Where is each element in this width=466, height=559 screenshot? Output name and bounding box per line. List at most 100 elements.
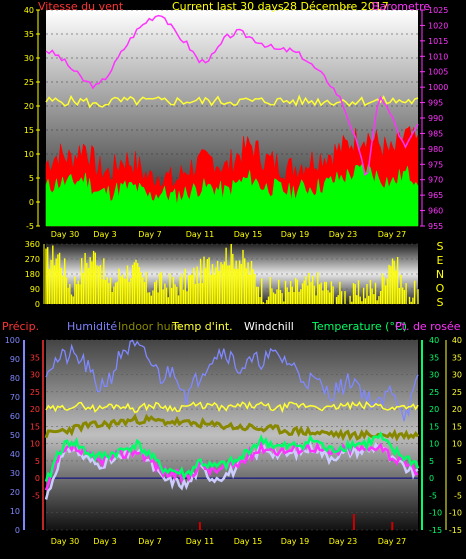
y-tick-label-pct: 20 <box>10 488 20 497</box>
y-tick-label-right: 1025 <box>428 6 448 15</box>
compass-letter: E <box>437 254 444 267</box>
x-tick-label: Day 11 <box>186 230 215 239</box>
y-tick-label-pct: 0 <box>15 526 20 535</box>
y-tick-label-right-green: 15 <box>429 422 439 431</box>
y-tick-label-right-green: 5 <box>429 457 434 466</box>
y-tick-label-temp: 10 <box>30 440 40 449</box>
y-tick-label-right: 995 <box>428 99 443 108</box>
y-tick-label-left: 25 <box>24 78 34 87</box>
y-tick-label-temp: -5 <box>32 491 40 500</box>
wind-barometer-panel: 40 35 30 25 20 15 10 5 0 -5 1025 1020 1015 1010 1005 10… <box>24 0 449 239</box>
x-tick-label: Day 7 <box>138 537 161 546</box>
y-tick-label-right-yellow: 10 <box>452 440 462 449</box>
y-tick-label-right-yellow: -10 <box>449 509 462 518</box>
y-tick-label-temp: 25 <box>30 388 40 397</box>
legend-dew-point: Pt. de rosée <box>395 320 461 333</box>
y-tick-label-left: 30 <box>24 54 34 63</box>
y-tick-label-right-green: 20 <box>429 405 439 414</box>
y-tick-label-temp: 30 <box>30 371 40 380</box>
y-tick-label-left: 10 <box>24 150 34 159</box>
legend-precip: Précip. <box>2 320 39 333</box>
y-tick-label-pct: 80 <box>10 374 20 383</box>
y-tick-label-right-green: -15 <box>429 526 442 535</box>
x-tick-label: Day 19 <box>281 537 310 546</box>
y-tick-label-right: 960 <box>428 207 443 216</box>
y-tick-label-left: 40 <box>24 6 34 15</box>
y-tick-label-right: 990 <box>428 114 443 123</box>
y-tick-label-pct: 10 <box>10 507 20 516</box>
compass-letter: N <box>436 268 444 281</box>
y-tick-label-left: 35 <box>24 30 34 39</box>
legend-indoor-hum: Indoor hum <box>118 320 181 333</box>
y-tick-label-left: 270 <box>25 255 40 264</box>
legend-indoor-temp: Temp d'int. <box>171 320 233 333</box>
y-tick-label-right-yellow: 35 <box>452 353 462 362</box>
y-tick-label-pct: 40 <box>10 450 20 459</box>
y-tick-label-left: 20 <box>24 102 34 111</box>
compass-letter: S <box>437 240 444 253</box>
y-tick-label-left: 5 <box>29 174 34 183</box>
series-temperature <box>44 431 420 482</box>
y-tick-label-pct: 100 <box>5 336 20 345</box>
y-tick-label-right-yellow: 0 <box>457 474 462 483</box>
y-tick-label-temp: 15 <box>30 422 40 431</box>
y-tick-label-right: 1010 <box>428 52 448 61</box>
x-tick-label: Day 30 <box>51 537 80 546</box>
series-humidity <box>45 339 419 422</box>
y-tick-label-temp: 5 <box>35 457 40 466</box>
x-tick-label: Day 3 <box>93 230 116 239</box>
y-tick-label-right-green: 10 <box>429 440 439 449</box>
x-tick-label: Day 15 <box>234 537 263 546</box>
compass-letter: S <box>437 296 444 309</box>
x-tick-label: Day 27 <box>378 537 407 546</box>
chart-title: Current last 30 days <box>172 0 284 13</box>
x-tick-label: Day 11 <box>186 537 215 546</box>
barometer-axis-label: Barometre <box>372 0 430 13</box>
compass-letter: O <box>436 282 445 295</box>
y-tick-label-right-yellow: -5 <box>454 491 462 500</box>
y-tick-label-right-yellow: -15 <box>449 526 462 535</box>
y-tick-label-right: 1015 <box>428 37 448 46</box>
y-tick-label-temp: 20 <box>30 405 40 414</box>
y-tick-label-left: 90 <box>30 285 40 294</box>
legend-temperature: Temperature (°C) <box>311 320 407 333</box>
series-indoor-hum <box>44 413 420 442</box>
y-tick-label-left: 360 <box>25 240 40 249</box>
y-tick-label-right: 1005 <box>428 68 448 77</box>
y-tick-label-left: 180 <box>25 270 40 279</box>
legend-windchill: Windchill <box>244 320 294 333</box>
x-tick-label: Day 23 <box>329 537 358 546</box>
y-tick-label-right-yellow: 5 <box>457 457 462 466</box>
legend-humidity: Humidité <box>67 320 117 333</box>
x-tick-label: Day 19 <box>281 230 310 239</box>
series-indoor-temp-line <box>45 94 419 109</box>
x-tick-label: Day 3 <box>93 537 116 546</box>
series-indoor-temp <box>45 400 419 414</box>
y-tick-label-right: 975 <box>428 160 443 169</box>
y-tick-label-right: 965 <box>428 191 443 200</box>
y-tick-label-left: 0 <box>29 198 34 207</box>
y-tick-label-right: 985 <box>428 129 443 138</box>
y-tick-label-right: 955 <box>428 222 443 231</box>
y-tick-label-pct: 50 <box>10 431 20 440</box>
y-tick-label-pct: 60 <box>10 412 20 421</box>
x-tick-label: Day 15 <box>234 230 263 239</box>
y-tick-label-right-yellow: 20 <box>452 405 462 414</box>
series-barometer <box>45 14 419 176</box>
y-tick-label-left: -5 <box>26 222 34 231</box>
chart-title-suffix: --- <box>343 0 355 13</box>
series-wind-avg <box>45 163 419 227</box>
y-tick-label-right-yellow: 15 <box>452 422 462 431</box>
x-tick-label: Day 7 <box>138 230 161 239</box>
y-tick-label-pct: 70 <box>10 393 20 402</box>
temperature-humidity-panel: 100908070605040302010035302520151050-540… <box>5 336 462 546</box>
y-tick-label-right: 980 <box>428 145 443 154</box>
precip-bar <box>391 522 394 530</box>
y-tick-label-pct: 30 <box>10 469 20 478</box>
y-tick-label-right-green: 35 <box>429 353 439 362</box>
y-tick-label-left: 0 <box>35 300 40 309</box>
y-tick-label-right-green: 0 <box>429 474 434 483</box>
